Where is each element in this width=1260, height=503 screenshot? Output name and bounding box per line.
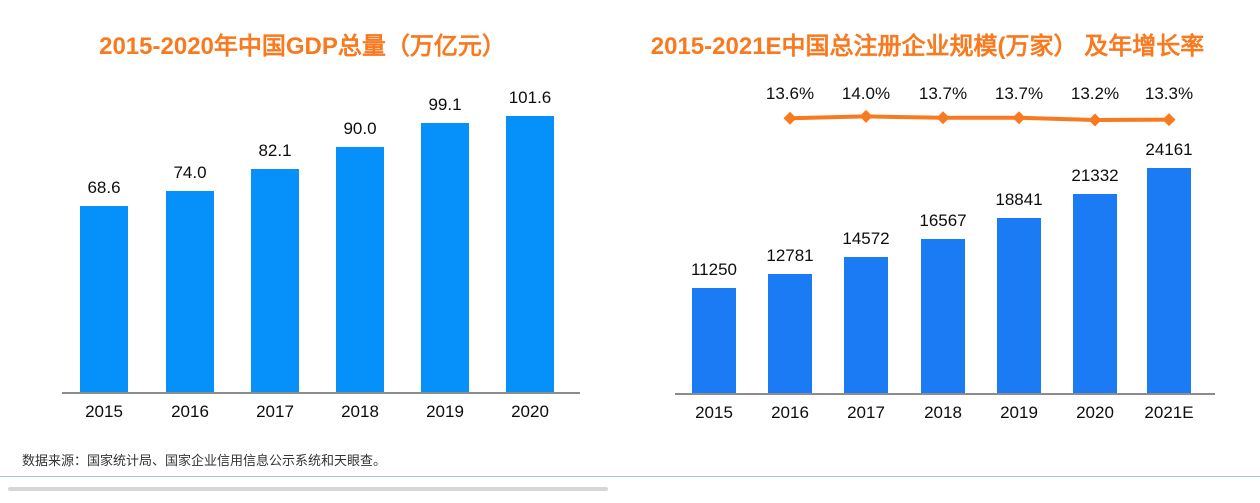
gdp-year-label: 2018 xyxy=(341,402,379,421)
enterprise-value-label: 24161 xyxy=(1145,140,1193,159)
gdp-bar-2015 xyxy=(80,206,128,392)
enterprise-value-label: 11250 xyxy=(690,260,737,279)
gdp-value-label: 82.1 xyxy=(258,141,292,160)
enterprise-bar-2020 xyxy=(1073,194,1117,393)
data-source-note: 数据来源：国家统计局、国家企业信用信息公示系统和天眼查。 xyxy=(22,453,387,468)
enterprise-chart-title: 2015-2021E中国总注册企业规模(万家） 及年增长率 xyxy=(650,33,1205,60)
gdp-year-label: 2017 xyxy=(256,402,294,421)
enterprise-bar-2016 xyxy=(768,274,812,393)
gdp-bar-2016 xyxy=(166,191,214,392)
diamond-marker-icon xyxy=(1012,111,1026,125)
growth-rate-label: 13.2% xyxy=(1070,84,1120,103)
gdp-x-axis xyxy=(62,392,580,394)
enterprise-value-label: 14572 xyxy=(842,229,890,248)
gdp-year-label: 2019 xyxy=(426,402,464,421)
gdp-bar-2017 xyxy=(251,169,299,392)
growth-rate-label: 13.6% xyxy=(765,84,815,103)
gdp-chart-plot: 68.6 2015 74.0 2016 82.1 2017 90.0 2018 99.1 2019… xyxy=(0,0,630,470)
diamond-marker-icon xyxy=(936,111,950,125)
gdp-bar-2018 xyxy=(336,147,384,392)
growth-rate-line xyxy=(789,114,1170,123)
enterprise-year-label: 2018 xyxy=(924,403,962,422)
enterprise-value-label: 21332 xyxy=(1071,166,1119,185)
enterprise-year-label: 2017 xyxy=(847,403,885,422)
enterprise-value-label: 12781 xyxy=(766,246,814,265)
diamond-marker-icon xyxy=(1088,113,1102,127)
gdp-bar-2019 xyxy=(421,123,469,392)
gdp-value-label: 99.1 xyxy=(428,95,462,114)
enterprise-year-label: 2020 xyxy=(1076,403,1114,422)
gdp-chart: 2015-2020年中国GDP总量（万亿元） 68.6 2015 74.0 2016 8… xyxy=(0,0,630,470)
enterprise-chart: 2015-2021E中国总注册企业规模(万家） 及年增长率 11250 2015 1… xyxy=(630,0,1260,470)
diamond-marker-icon xyxy=(859,109,873,123)
gdp-year-label: 2015 xyxy=(85,402,123,421)
gdp-value-label: 68.6 xyxy=(87,178,121,197)
growth-rate-label: 14.0% xyxy=(841,84,891,103)
enterprise-year-label: 2021E xyxy=(1144,403,1194,422)
diamond-marker-icon xyxy=(783,111,797,125)
gdp-bar-2020 xyxy=(506,116,554,392)
enterprise-x-axis xyxy=(675,393,1215,395)
enterprise-bar-2021E xyxy=(1147,168,1191,393)
enterprise-year-label: 2015 xyxy=(695,403,733,422)
gdp-value-label: 101.6 xyxy=(508,88,552,107)
enterprise-bar-2015 xyxy=(692,288,736,393)
enterprise-year-label: 2016 xyxy=(771,403,809,422)
gdp-value-label: 74.0 xyxy=(173,163,207,182)
diamond-marker-icon xyxy=(1162,113,1176,127)
enterprise-value-label: 18841 xyxy=(995,190,1043,209)
enterprise-bar-2019 xyxy=(997,218,1041,393)
bottom-divider-line xyxy=(0,476,1260,477)
growth-rate-label: 13.7% xyxy=(994,84,1044,103)
enterprise-bar-2017 xyxy=(844,257,888,393)
gdp-value-label: 90.0 xyxy=(343,119,377,138)
enterprise-bar-2018 xyxy=(921,239,965,393)
enterprise-year-label: 2019 xyxy=(1000,403,1038,422)
gdp-year-label: 2020 xyxy=(511,402,549,421)
growth-rate-label: 13.7% xyxy=(918,84,968,103)
gdp-chart-title: 2015-2020年中国GDP总量（万亿元） xyxy=(99,33,506,60)
enterprise-value-label: 16567 xyxy=(919,211,967,230)
growth-rate-label: 13.3% xyxy=(1144,84,1194,103)
enterprise-chart-plot: 11250 2015 12781 2016 14572 2017 16567 2018 1884… xyxy=(630,0,1260,470)
horizontal-scrollbar-thumb[interactable] xyxy=(8,487,608,491)
gdp-year-label: 2016 xyxy=(171,402,209,421)
